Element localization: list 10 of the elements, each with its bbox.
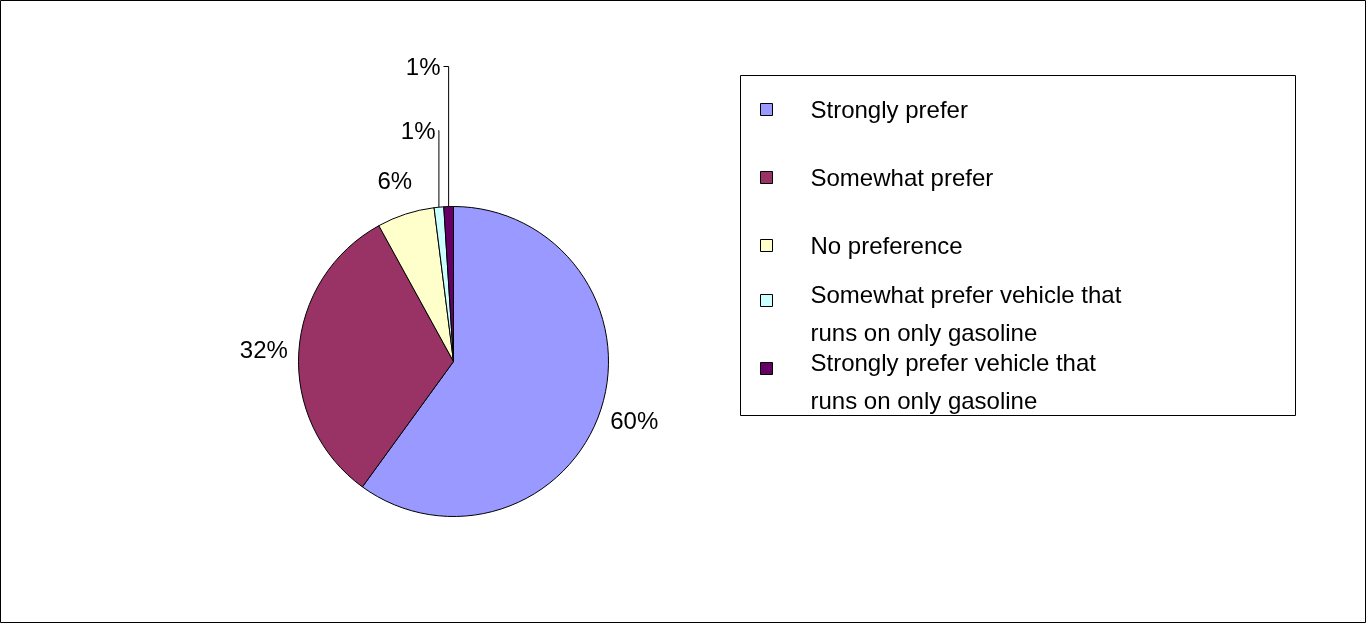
data-label: 32% xyxy=(239,336,288,364)
legend-label: Strongly prefer xyxy=(810,96,968,123)
legend-label: No preference xyxy=(810,232,963,259)
legend-label: Somewhat prefer vehicle that runs on only gasoline xyxy=(810,281,1122,346)
data-label: 1% xyxy=(405,53,441,80)
data-label: 1% xyxy=(400,117,436,144)
legend-label: Somewhat prefer xyxy=(810,164,994,191)
data-label: 60% xyxy=(610,406,659,434)
legend-label: Strongly prefer vehicle that runs on only gasoline xyxy=(810,349,1097,414)
data-label: 6% xyxy=(377,167,413,195)
